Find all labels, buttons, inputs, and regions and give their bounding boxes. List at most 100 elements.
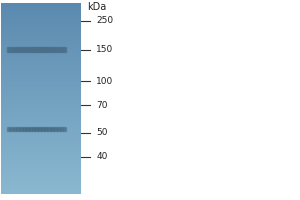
Bar — [61, 127, 62, 131]
Bar — [51, 47, 52, 52]
Bar — [35, 47, 36, 52]
Bar — [36, 127, 37, 131]
Bar — [8, 127, 9, 131]
Bar — [13, 47, 14, 52]
Bar — [59, 127, 60, 131]
Bar — [51, 127, 52, 131]
Bar — [50, 47, 51, 52]
Bar — [18, 127, 19, 131]
Bar — [19, 47, 20, 52]
Bar — [17, 127, 18, 131]
Bar — [63, 47, 64, 52]
Bar — [52, 47, 53, 52]
Bar — [12, 127, 13, 131]
Text: 100: 100 — [96, 77, 113, 86]
Bar — [32, 127, 33, 131]
Bar — [43, 127, 44, 131]
Bar — [16, 127, 17, 131]
Bar — [9, 47, 10, 52]
Bar — [23, 127, 24, 131]
Bar — [63, 127, 64, 131]
Bar — [65, 47, 66, 52]
Bar — [57, 127, 58, 131]
Bar — [49, 47, 50, 52]
Bar — [39, 47, 40, 52]
Text: 40: 40 — [96, 152, 108, 161]
Bar — [60, 127, 61, 131]
Bar — [47, 127, 48, 131]
Bar — [21, 127, 22, 131]
Bar — [48, 127, 49, 131]
Bar — [44, 47, 45, 52]
Bar — [8, 47, 9, 52]
Bar — [25, 47, 26, 52]
Bar — [39, 127, 40, 131]
Bar — [46, 127, 47, 131]
Bar — [60, 47, 61, 52]
Bar — [11, 127, 12, 131]
Bar — [29, 127, 30, 131]
Bar — [30, 127, 31, 131]
Bar — [47, 47, 48, 52]
Bar — [20, 47, 21, 52]
Bar — [65, 127, 66, 131]
Bar — [38, 127, 39, 131]
Bar — [17, 47, 18, 52]
Bar — [53, 127, 54, 131]
Bar — [57, 47, 58, 52]
Bar — [24, 47, 25, 52]
Bar — [33, 47, 34, 52]
Bar — [62, 47, 63, 52]
Bar — [21, 47, 22, 52]
Text: kDa: kDa — [87, 2, 106, 12]
Bar — [41, 127, 42, 131]
Bar — [42, 47, 43, 52]
Bar — [13, 127, 14, 131]
Bar — [50, 127, 51, 131]
Bar — [14, 127, 15, 131]
Bar — [45, 47, 46, 52]
Bar — [22, 127, 23, 131]
Bar — [7, 127, 8, 131]
Bar — [37, 47, 38, 52]
Bar — [9, 127, 10, 131]
Bar — [61, 47, 62, 52]
Bar — [20, 127, 21, 131]
Bar — [40, 127, 41, 131]
Bar — [12, 47, 13, 52]
Bar — [58, 47, 59, 52]
Bar — [7, 47, 8, 52]
Text: 70: 70 — [96, 101, 108, 110]
Bar — [16, 47, 17, 52]
Bar — [28, 127, 29, 131]
Text: 50: 50 — [96, 128, 108, 137]
Bar — [34, 127, 35, 131]
Bar — [64, 127, 65, 131]
Bar — [26, 47, 27, 52]
Bar — [18, 47, 19, 52]
Bar — [43, 47, 44, 52]
Bar — [54, 47, 55, 52]
Bar — [23, 47, 24, 52]
Bar — [59, 47, 60, 52]
Bar — [29, 47, 30, 52]
Bar — [40, 47, 41, 52]
Bar — [14, 47, 15, 52]
Bar — [15, 47, 16, 52]
Bar — [31, 127, 32, 131]
Bar — [27, 127, 28, 131]
Bar — [36, 47, 37, 52]
Text: 250: 250 — [96, 16, 113, 25]
Bar — [45, 127, 46, 131]
Bar — [28, 47, 29, 52]
Bar — [62, 127, 63, 131]
Bar — [30, 47, 31, 52]
Bar — [53, 47, 54, 52]
Bar — [31, 47, 32, 52]
Text: 150: 150 — [96, 45, 113, 54]
Bar — [52, 127, 53, 131]
Bar — [35, 127, 36, 131]
Bar — [56, 47, 57, 52]
Bar — [25, 127, 26, 131]
Bar — [56, 127, 57, 131]
